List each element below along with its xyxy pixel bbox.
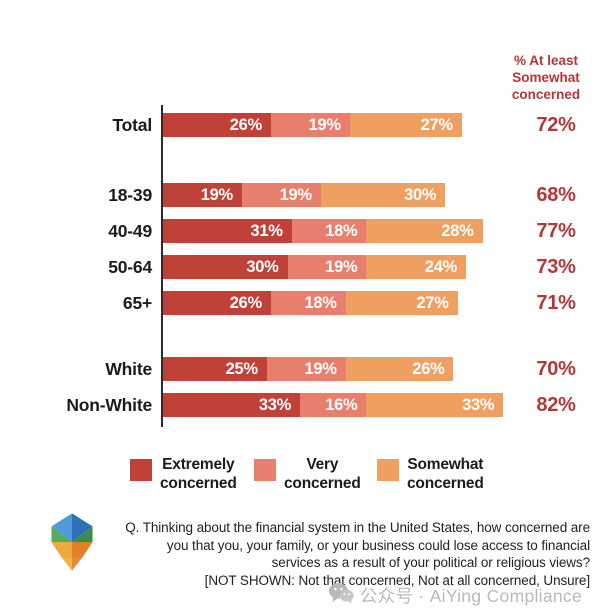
bar-segment-extremely-concerned: 33%: [163, 393, 300, 417]
legend-item-somewhat: Somewhat concerned: [377, 455, 484, 493]
bar-value-label: 19%: [308, 115, 341, 134]
bar-value-label: 26%: [412, 359, 445, 378]
watermark-text: 公众号 · AiYing Compliance: [359, 585, 582, 606]
bar-segment-very-concerned: 16%: [299, 393, 367, 417]
legend-swatch-icon: [377, 459, 399, 481]
bar-value-label: 19%: [325, 257, 358, 276]
bar-segment-very-concerned: 19%: [241, 183, 321, 207]
bar-value-label: 30%: [246, 257, 279, 276]
bar-value-label: 26%: [229, 115, 262, 134]
totals-header-line3: concerned: [511, 87, 581, 102]
bar-value-label: 16%: [325, 395, 358, 414]
category-label: 40-49: [108, 221, 152, 241]
bar-segment-extremely-concerned: 26%: [163, 291, 271, 315]
bar-value-label: 24%: [424, 257, 457, 276]
row-total-value: 77%: [536, 220, 576, 242]
bar-value-label: 19%: [200, 185, 233, 204]
bar-value-label: 25%: [225, 359, 258, 378]
legend-item-extremely: Extremely concerned: [130, 455, 237, 493]
bar-value-label: 33%: [462, 395, 495, 414]
chart-row-white: White 25% 19% 26% 70%: [0, 357, 600, 381]
chart-row-65-: 65+ 26% 18% 27% 71%: [0, 291, 600, 315]
stacked-bar: 26% 18% 27%: [163, 291, 458, 315]
question-line: services as a result of your political o…: [271, 555, 590, 570]
stacked-bar: 19% 19% 30%: [163, 183, 446, 207]
stacked-bar: 25% 19% 26%: [163, 357, 454, 381]
bar-segment-somewhat-concerned: 30%: [320, 183, 446, 207]
question-line: you that you, your family, or your busin…: [166, 537, 590, 553]
chart-row-non-white: Non-White 33% 16% 33% 82%: [0, 393, 600, 417]
chart-axis-line: [161, 105, 163, 427]
bar-segment-extremely-concerned: 26%: [163, 113, 271, 137]
row-total-value: 68%: [536, 184, 576, 206]
legend-label: Extremely concerned: [160, 456, 237, 492]
stacked-bar: 30% 19% 24%: [163, 255, 466, 279]
wechat-icon: [328, 582, 354, 609]
question-line: [NOT SHOWN: Not that concerned, Not at a…: [204, 572, 590, 588]
bar-segment-very-concerned: 18%: [291, 219, 367, 243]
logo-hexagon-icon: [45, 512, 99, 572]
category-label: White: [105, 359, 152, 379]
bar-segment-somewhat-concerned: 27%: [345, 291, 458, 315]
row-total-value: 82%: [536, 394, 576, 416]
category-label: Total: [112, 115, 152, 135]
bar-segment-very-concerned: 19%: [287, 255, 367, 279]
bar-value-label: 19%: [304, 359, 337, 378]
row-total-value: 70%: [536, 358, 576, 380]
bar-segment-extremely-concerned: 25%: [163, 357, 267, 381]
totals-header-line1: % At least: [513, 53, 579, 68]
legend-label: Very concerned: [284, 456, 361, 492]
category-label: 65+: [122, 293, 152, 313]
bar-segment-extremely-concerned: 31%: [163, 219, 292, 243]
bar-value-label: 18%: [304, 293, 337, 312]
bar-value-label: 30%: [404, 185, 437, 204]
bar-segment-extremely-concerned: 19%: [163, 183, 242, 207]
legend-label: Somewhat concerned: [407, 456, 484, 492]
bar-segment-somewhat-concerned: 24%: [366, 255, 466, 279]
bar-segment-somewhat-concerned: 26%: [345, 357, 454, 381]
bar-segment-extremely-concerned: 30%: [163, 255, 288, 279]
bar-segment-somewhat-concerned: 27%: [349, 113, 462, 137]
bar-segment-somewhat-concerned: 28%: [366, 219, 483, 243]
row-total-value: 73%: [536, 256, 576, 278]
bar-value-label: 27%: [420, 115, 453, 134]
bar-value-label: 31%: [250, 221, 283, 240]
bar-value-label: 27%: [416, 293, 449, 312]
stacked-bar: 31% 18% 28%: [163, 219, 483, 243]
bar-value-label: 19%: [279, 185, 312, 204]
question-line: Q. Thinking about the financial system i…: [125, 520, 590, 535]
bar-value-label: 28%: [441, 221, 474, 240]
chart-row-18-39: 18-39 19% 19% 30% 68%: [0, 183, 600, 207]
bar-value-label: 18%: [325, 221, 358, 240]
chart-row-40-49: 40-49 31% 18% 28% 77%: [0, 219, 600, 243]
category-label: Non-White: [66, 395, 152, 415]
legend-item-very: Very concerned: [254, 455, 361, 493]
bar-segment-very-concerned: 19%: [266, 357, 346, 381]
question-text: Q. Thinking about the financial system i…: [90, 519, 590, 589]
stacked-bar: 26% 19% 27%: [163, 113, 462, 137]
bar-segment-very-concerned: 19%: [270, 113, 350, 137]
row-total-value: 71%: [536, 292, 576, 314]
bar-value-label: 33%: [258, 395, 291, 414]
stacked-bar: 33% 16% 33%: [163, 393, 504, 417]
totals-column-header: % At least Somewhat concerned: [494, 52, 598, 103]
totals-header-line2: Somewhat: [512, 70, 580, 85]
legend-swatch-icon: [254, 459, 276, 481]
bar-value-label: 26%: [229, 293, 262, 312]
chart-row-total: Total 26% 19% 27% 72%: [0, 113, 600, 137]
bar-segment-very-concerned: 18%: [270, 291, 346, 315]
chart-row-50-64: 50-64 30% 19% 24% 73%: [0, 255, 600, 279]
legend-swatch-icon: [130, 459, 152, 481]
category-label: 18-39: [108, 185, 152, 205]
watermark: 公众号 · AiYing Compliance: [328, 582, 582, 609]
bar-segment-somewhat-concerned: 33%: [366, 393, 504, 417]
row-total-value: 72%: [536, 114, 576, 136]
category-label: 50-64: [108, 257, 152, 277]
